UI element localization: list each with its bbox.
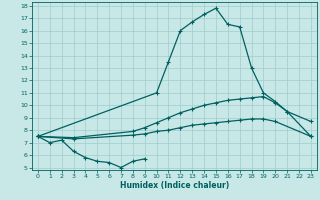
X-axis label: Humidex (Indice chaleur): Humidex (Indice chaleur) [120,181,229,190]
